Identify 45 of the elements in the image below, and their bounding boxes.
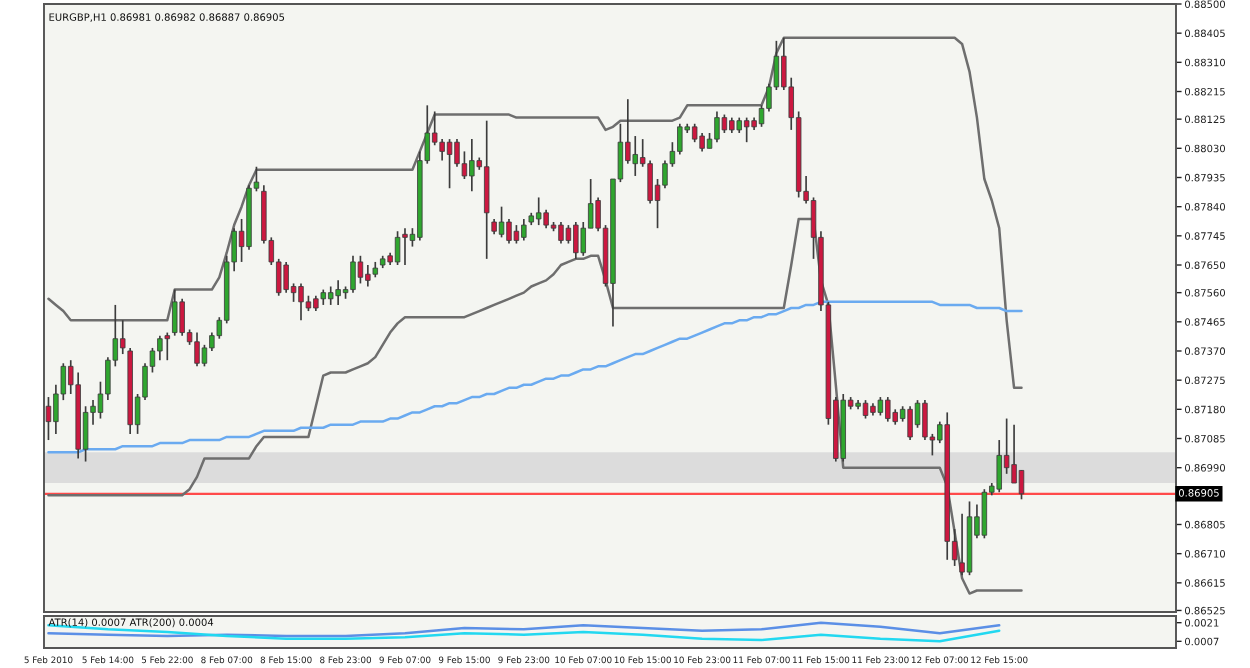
candlestick: [535, 196, 542, 226]
candlestick: [157, 334, 163, 362]
line-series: [47, 621, 1001, 638]
candlestick: [483, 119, 490, 260]
candlestick: [721, 113, 728, 134]
candlestick: [365, 264, 371, 288]
candlestick: [877, 396, 884, 417]
candlestick: [959, 512, 965, 576]
candlestick: [506, 218, 512, 245]
candlestick: [885, 396, 891, 423]
candlestick: [862, 399, 869, 420]
line-series: [47, 36, 1023, 390]
candlestick: [565, 224, 572, 245]
candlestick: [573, 221, 579, 260]
candlestick: [469, 138, 475, 193]
candlestick: [981, 488, 988, 540]
candlestick: [179, 297, 185, 337]
candlestick: [335, 279, 341, 306]
candlestick: [996, 439, 1002, 494]
candlestick: [45, 396, 52, 441]
candlestick: [446, 138, 453, 190]
candlestick: [350, 254, 356, 294]
candlestick: [922, 399, 928, 441]
candlestick: [172, 288, 178, 337]
candlestick: [402, 227, 408, 266]
candlestick: [677, 122, 683, 156]
candlestick: [498, 205, 505, 239]
candlestick: [699, 132, 705, 153]
candlestick: [298, 282, 304, 322]
candlestick: [357, 254, 364, 285]
candlestick: [558, 221, 564, 245]
candlestick: [513, 224, 520, 245]
candlestick: [1018, 469, 1025, 501]
line-series: [47, 300, 1023, 454]
candlestick: [743, 116, 750, 144]
line-series: [47, 624, 1001, 643]
candlestick: [283, 261, 289, 294]
candlestick: [164, 331, 171, 362]
candlestick: [691, 122, 698, 144]
candlestick: [907, 405, 913, 441]
candlestick: [521, 218, 527, 242]
candlestick: [714, 110, 720, 144]
candlestick: [327, 285, 334, 306]
candlestick: [394, 230, 401, 266]
candlestick: [194, 331, 200, 368]
